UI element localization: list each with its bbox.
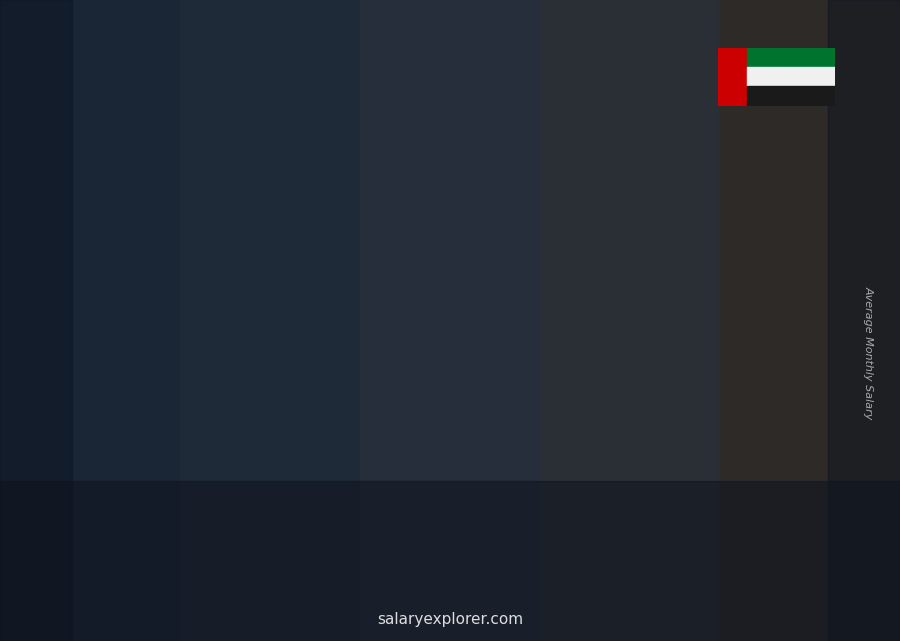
Polygon shape: [719, 204, 795, 210]
Text: Average Monthly Salary: Average Monthly Salary: [863, 286, 874, 419]
Text: Managed Service Specialist: Managed Service Specialist: [4, 74, 261, 94]
Bar: [0, 0, 72, 641]
Bar: [540, 0, 720, 641]
Bar: [180, 0, 360, 641]
Polygon shape: [528, 258, 536, 570]
Polygon shape: [140, 437, 148, 570]
Text: Sharjah: Sharjah: [4, 113, 82, 131]
Bar: [0, 0, 180, 641]
Bar: [332, 319, 399, 570]
Text: 21,800 AED: 21,800 AED: [709, 221, 787, 234]
Polygon shape: [202, 394, 277, 401]
Bar: [461, 265, 528, 570]
Text: 18,500 AED: 18,500 AED: [451, 276, 528, 288]
Text: +48%: +48%: [259, 251, 317, 269]
Text: 10,300 AED: 10,300 AED: [192, 411, 270, 424]
Polygon shape: [461, 258, 536, 265]
Bar: [590, 237, 657, 570]
Polygon shape: [787, 204, 795, 570]
Bar: [0, 481, 900, 641]
Bar: [202, 401, 270, 570]
Text: +8%: +8%: [652, 128, 698, 146]
Bar: [360, 0, 540, 641]
Text: 20,200 AED: 20,200 AED: [580, 247, 658, 260]
Bar: [747, 67, 835, 87]
Bar: [747, 48, 835, 67]
Text: salaryexplorer.com: salaryexplorer.com: [377, 612, 523, 627]
Bar: [828, 0, 900, 641]
Polygon shape: [399, 313, 407, 570]
Text: Salary Comparison By Experience: Salary Comparison By Experience: [4, 25, 555, 53]
Polygon shape: [657, 230, 665, 570]
Text: +9%: +9%: [524, 158, 569, 176]
Polygon shape: [332, 313, 407, 319]
Text: 15,200 AED: 15,200 AED: [321, 330, 400, 343]
Polygon shape: [74, 437, 148, 444]
Text: 7,690 AED: 7,690 AED: [68, 454, 137, 467]
Text: +22%: +22%: [388, 190, 446, 208]
Bar: [74, 444, 140, 570]
Polygon shape: [270, 394, 277, 570]
Text: +34%: +34%: [130, 342, 188, 360]
Bar: [718, 48, 747, 106]
Bar: [719, 210, 787, 570]
Bar: [720, 0, 900, 641]
Polygon shape: [590, 230, 665, 237]
Bar: [747, 87, 835, 106]
